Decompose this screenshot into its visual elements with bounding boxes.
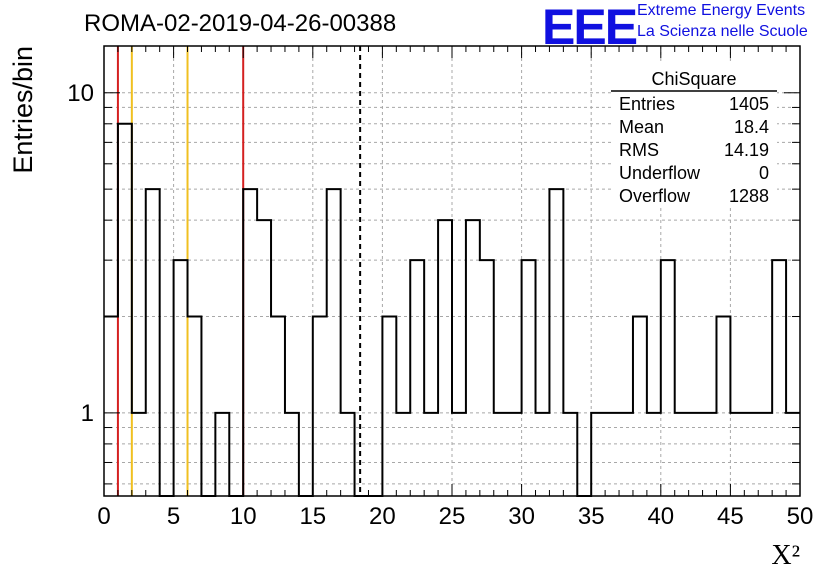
histogram-bin xyxy=(675,413,689,496)
histogram-bin xyxy=(452,413,466,496)
histogram-bin xyxy=(549,189,563,496)
histogram-bin xyxy=(730,413,744,496)
stats-value: 1405 xyxy=(729,94,769,114)
histogram-bin xyxy=(174,260,188,496)
histogram-bin xyxy=(257,220,271,496)
stats-box-background xyxy=(611,64,777,206)
histogram-bin xyxy=(480,260,494,496)
histogram-bin xyxy=(466,220,480,496)
histogram-bin xyxy=(104,317,118,496)
histogram-bin xyxy=(772,260,786,496)
stats-value: 1288 xyxy=(729,186,769,206)
histogram-bin xyxy=(396,413,410,496)
histogram-bin xyxy=(633,317,647,496)
histogram-bin xyxy=(132,413,146,496)
histogram-bin xyxy=(410,260,424,496)
x-tick-label: 20 xyxy=(369,503,396,530)
histogram-bin xyxy=(744,413,758,496)
histogram-bin xyxy=(494,413,508,496)
histogram-bin xyxy=(438,220,452,496)
chart-title: ROMA-02-2019-04-26-00388 xyxy=(84,10,397,37)
histogram-bin xyxy=(605,413,619,496)
stats-value: 0 xyxy=(759,163,769,183)
stats-label: RMS xyxy=(619,140,659,160)
x-tick-label: 45 xyxy=(717,503,744,530)
histogram-bin xyxy=(522,260,536,496)
x-tick-label: 50 xyxy=(787,503,814,530)
histogram-bin xyxy=(188,317,202,496)
y-axis-label: Entries/bin xyxy=(8,46,38,174)
histogram-bin xyxy=(424,413,438,496)
x-axis-label: X² xyxy=(771,540,800,571)
x-tick-label: 5 xyxy=(167,503,180,530)
histogram-bin xyxy=(382,317,396,496)
stats-label: Underflow xyxy=(619,163,701,183)
histogram-bin xyxy=(215,413,229,496)
histogram-bin xyxy=(689,413,703,496)
x-tick-label: 15 xyxy=(299,503,326,530)
histogram-bin xyxy=(243,189,257,496)
histogram-bin xyxy=(313,317,327,496)
histogram-bin xyxy=(285,413,299,496)
histogram-bin xyxy=(508,413,522,496)
stats-label: Overflow xyxy=(619,186,691,206)
histogram-bin xyxy=(341,413,355,496)
histogram-bin xyxy=(536,413,550,496)
y-tick-label: 1 xyxy=(81,400,94,427)
histogram-bin xyxy=(716,317,730,496)
x-tick-label: 30 xyxy=(508,503,535,530)
stats-label: Entries xyxy=(619,94,675,114)
histogram-bin xyxy=(647,413,661,496)
histogram-bin xyxy=(758,413,772,496)
y-tick-label: 10 xyxy=(67,80,94,107)
histogram-bin xyxy=(118,124,132,496)
histogram-series xyxy=(104,122,800,497)
stats-value: 14.19 xyxy=(724,140,769,160)
eee-logo-line2: La Scienza nelle Scuole xyxy=(637,23,808,40)
x-tick-label: 35 xyxy=(578,503,605,530)
histogram-bin xyxy=(591,413,605,496)
x-tick-label: 25 xyxy=(439,503,466,530)
histogram-bin xyxy=(619,413,633,496)
histogram-bin xyxy=(703,413,717,496)
stats-label: Mean xyxy=(619,117,664,137)
x-tick-label: 10 xyxy=(230,503,257,530)
histogram-bin xyxy=(146,189,160,496)
x-tick-label: 0 xyxy=(97,503,110,530)
histogram-bin xyxy=(563,413,577,496)
eee-logo-line1: Extreme Energy Events xyxy=(637,2,806,19)
x-tick-label: 40 xyxy=(647,503,674,530)
histogram-bin xyxy=(661,260,675,496)
histogram-bin xyxy=(327,189,341,496)
stats-box-title: ChiSquare xyxy=(651,69,736,89)
histogram-bin xyxy=(271,317,285,496)
stats-value: 18.4 xyxy=(734,117,769,137)
